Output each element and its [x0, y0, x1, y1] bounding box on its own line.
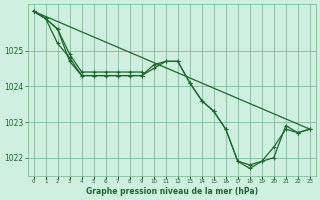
- X-axis label: Graphe pression niveau de la mer (hPa): Graphe pression niveau de la mer (hPa): [86, 187, 258, 196]
